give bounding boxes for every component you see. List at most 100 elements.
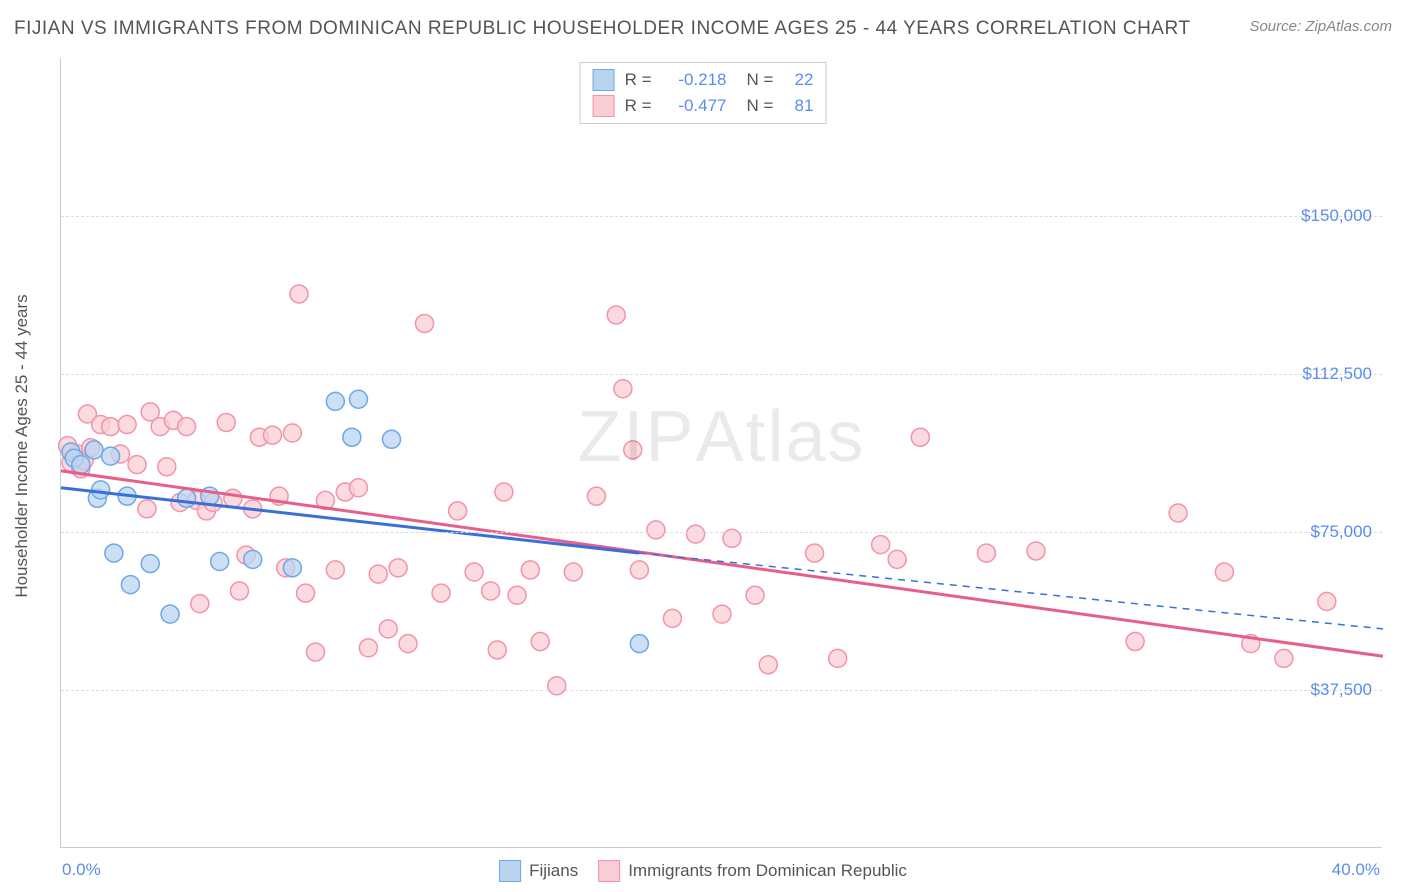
data-point [343,428,361,446]
data-point [326,392,344,410]
data-point [521,561,539,579]
data-point [687,525,705,543]
data-point [1169,504,1187,522]
gridline [61,216,1382,217]
data-point [161,605,179,623]
data-point [1275,649,1293,667]
data-point [607,306,625,324]
data-point [759,656,777,674]
data-point [624,441,642,459]
data-point [102,447,120,465]
legend-row: R = -0.218 N = 22 [593,67,814,93]
y-tick-label: $112,500 [1302,364,1372,384]
y-tick-label: $37,500 [1311,680,1372,700]
data-point [105,544,123,562]
y-tick-label: $75,000 [1311,522,1372,542]
data-point [306,643,324,661]
data-point [564,563,582,581]
y-axis-title: Householder Income Ages 25 - 44 years [12,294,32,597]
data-point [888,550,906,568]
data-point [264,426,282,444]
n-value: 81 [783,96,813,116]
r-value: -0.477 [662,96,727,116]
data-point [829,649,847,667]
source-label: Source: ZipAtlas.com [1249,18,1392,35]
data-point [138,500,156,518]
data-point [383,430,401,448]
data-point [178,418,196,436]
data-point [349,390,367,408]
data-point [663,609,681,627]
data-point [191,595,209,613]
data-point [746,586,764,604]
y-tick-label: $150,000 [1301,206,1372,226]
data-point [587,487,605,505]
scatter-svg [61,58,1383,848]
data-point [713,605,731,623]
r-value: -0.218 [662,70,727,90]
legend-swatch [598,860,620,882]
data-point [630,635,648,653]
x-axis-max-label: 40.0% [1332,860,1380,880]
data-point [977,544,995,562]
data-point [85,441,103,459]
data-point [630,561,648,579]
data-point [1126,633,1144,651]
data-point [399,635,417,653]
data-point [432,584,450,602]
data-point [614,380,632,398]
data-point [244,550,262,568]
data-point [1318,593,1336,611]
data-point [806,544,824,562]
data-point [102,418,120,436]
data-point [531,633,549,651]
data-point [416,314,434,332]
data-point [297,584,315,602]
n-label: N = [747,70,774,90]
data-point [178,489,196,507]
data-point [369,565,387,583]
gridline [61,374,1382,375]
data-point [508,586,526,604]
data-point [482,582,500,600]
r-label: R = [625,70,652,90]
chart-title: FIJIAN VS IMMIGRANTS FROM DOMINICAN REPU… [14,18,1190,40]
data-point [283,424,301,442]
legend-swatch [499,860,521,882]
data-point [128,456,146,474]
legend-swatch [593,69,615,91]
data-point [495,483,513,501]
data-point [449,502,467,520]
data-point [158,458,176,476]
data-point [389,559,407,577]
data-point [359,639,377,657]
data-point [290,285,308,303]
data-point [230,582,248,600]
data-point [224,489,242,507]
legend-swatch [593,95,615,117]
data-point [1027,542,1045,560]
data-point [92,481,110,499]
data-point [283,559,301,577]
data-point [141,555,159,573]
data-point [1215,563,1233,581]
legend-label: Fijians [529,861,578,881]
legend-label: Immigrants from Dominican Republic [628,861,907,881]
data-point [121,576,139,594]
r-label: R = [625,96,652,116]
n-value: 22 [783,70,813,90]
series-legend: Fijians Immigrants from Dominican Republi… [499,860,907,882]
data-point [488,641,506,659]
legend-row: R = -0.477 N = 81 [593,93,814,119]
data-point [548,677,566,695]
n-label: N = [747,96,774,116]
data-point [326,561,344,579]
data-point [872,536,890,554]
x-axis-min-label: 0.0% [62,860,101,880]
data-point [211,552,229,570]
data-point [72,456,90,474]
legend-item: Immigrants from Dominican Republic [598,860,907,882]
chart-container: FIJIAN VS IMMIGRANTS FROM DOMINICAN REPU… [0,0,1406,892]
data-point [217,413,235,431]
data-point [647,521,665,539]
